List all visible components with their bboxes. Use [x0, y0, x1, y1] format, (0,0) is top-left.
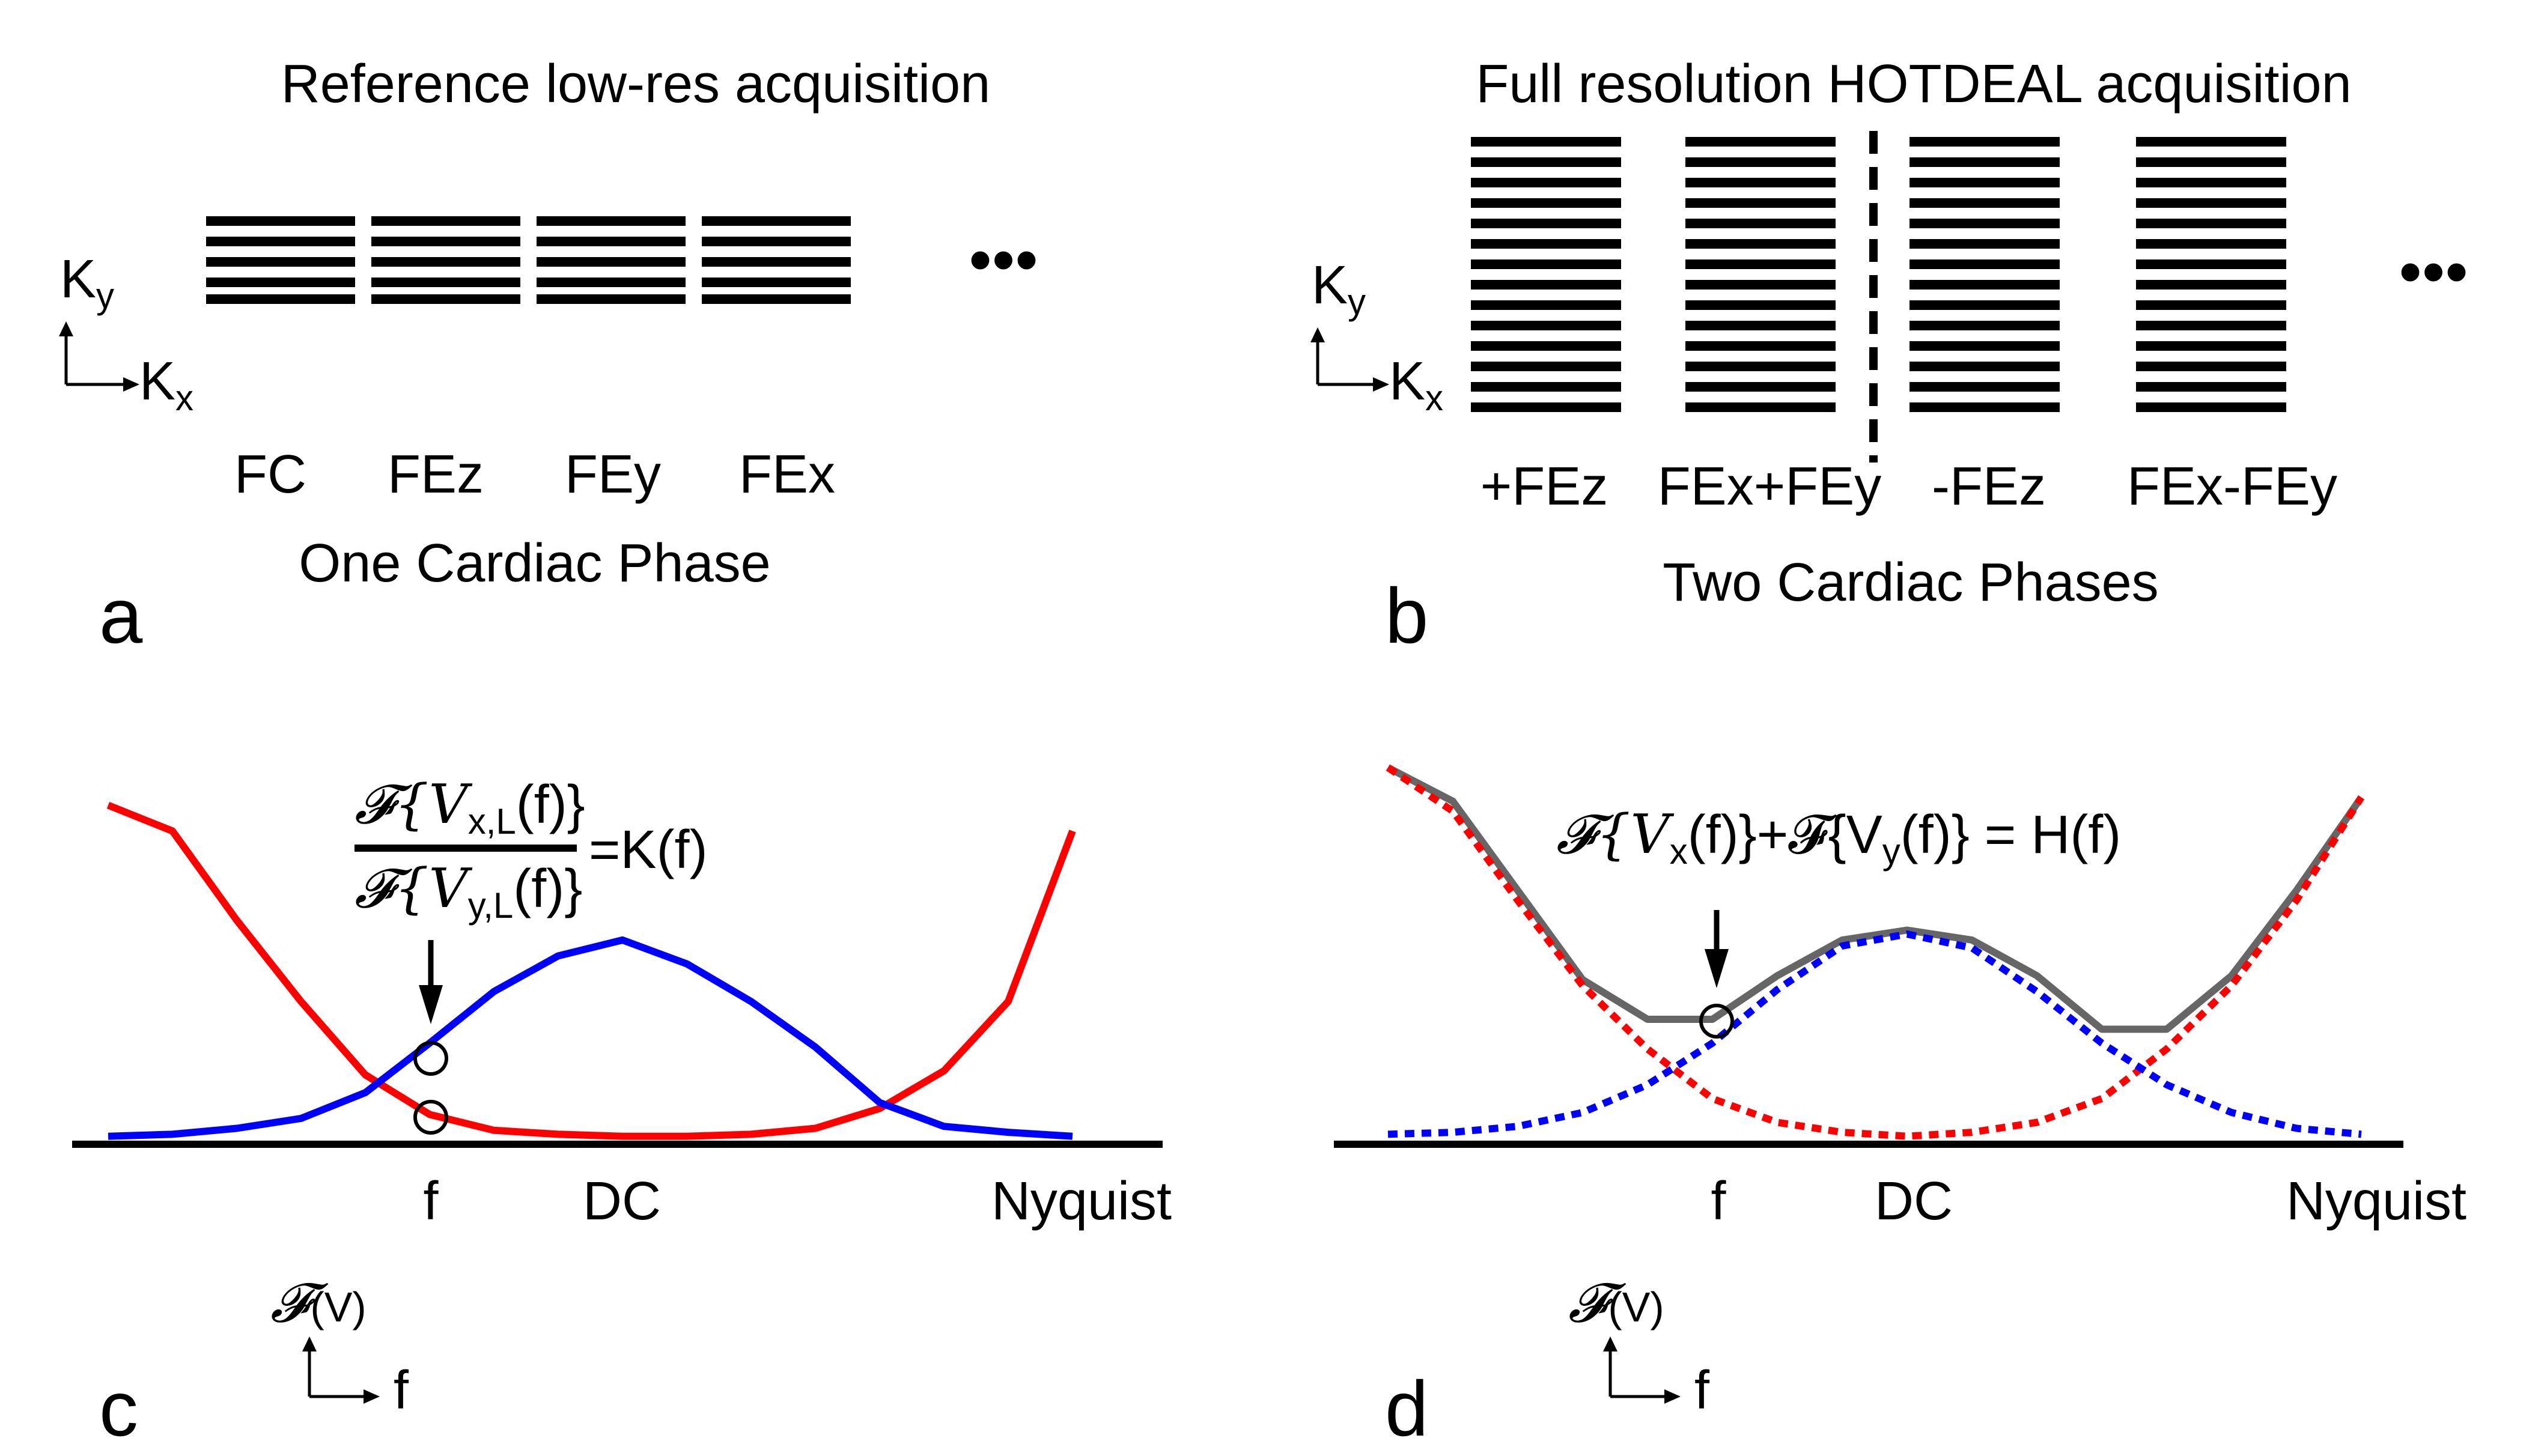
- x-tick-label: f: [1711, 1171, 1726, 1231]
- encoding-label: FEz: [388, 444, 484, 505]
- panel-a-kspace-axes: Ky Kx: [59, 249, 193, 418]
- encoding-label: FEy: [565, 444, 661, 505]
- panel-b-kspace-axes: Ky Kx: [1310, 255, 1443, 418]
- encoding-label: FC: [234, 444, 306, 505]
- kspace-block-fez: [371, 216, 520, 304]
- panel-a-caption: One Cardiac Phase: [299, 533, 770, 593]
- panel-a: Reference low-res acquisition: [59, 54, 1038, 660]
- formula-rhs: =K(f): [589, 820, 708, 880]
- encoding-label: +FEz: [1480, 457, 1608, 517]
- panel-d: 𝓕{Vx(f)}+𝓕{Vy(f)} = H(f) f DC Nyquist 𝓕(…: [1334, 764, 2466, 1452]
- kspace-block-fc: [206, 216, 355, 304]
- sample-marker: [1699, 1004, 1734, 1039]
- panel-b-kspace-blocks: [1471, 137, 2286, 412]
- panel-b-caption: Two Cardiac Phases: [1663, 553, 2158, 613]
- kspace-block-minus-fez: [1909, 137, 2060, 412]
- kspace-block-fex: [702, 216, 851, 304]
- panel-c-x-labels: f DC Nyquist: [423, 1171, 1172, 1231]
- down-arrow: [419, 940, 443, 1024]
- f-axis-label: f: [1694, 1360, 1710, 1421]
- kx-label: Kx: [139, 351, 193, 418]
- panel-d-plot: [1334, 764, 2403, 1148]
- panel-d-letter: d: [1385, 1365, 1428, 1452]
- panel-b-encoding-labels: +FEz FEx+FEy -FEz FEx-FEy: [1480, 457, 2337, 517]
- panel-a-ellipsis: •••: [969, 223, 1038, 297]
- ky-label: Ky: [60, 249, 114, 316]
- panel-a-title: Reference low-res acquisition: [281, 54, 991, 114]
- encoding-label: -FEz: [1932, 457, 2046, 517]
- panel-a-encoding-labels: FC FEz FEy FEx: [234, 444, 835, 505]
- red-dotted-curve: [1386, 764, 2365, 1140]
- f-axis-label: f: [394, 1360, 409, 1421]
- panel-c: 𝓕{Vx,L(f)} 𝓕{Vy,L(f)} =K(f) f DC Nyquist…: [72, 773, 1172, 1452]
- ky-label: Ky: [1312, 255, 1366, 322]
- kspace-block-fex-plus-fey: [1685, 137, 1836, 412]
- x-tick-label: Nyquist: [2286, 1171, 2466, 1231]
- panel-b-title: Full resolution HOTDEAL acquisition: [1476, 54, 2351, 114]
- sample-marker: [413, 1100, 448, 1135]
- x-tick-label: DC: [583, 1171, 661, 1231]
- blue-curve: [108, 936, 1073, 1140]
- svg-text:𝓕(V): 𝓕(V): [1568, 1272, 1664, 1335]
- panel-a-letter: a: [99, 572, 143, 660]
- formula-numerator: 𝓕{Vx,L(f)}: [355, 773, 585, 842]
- kx-label: Kx: [1389, 351, 1443, 418]
- panel-d-axes-legend: 𝓕(V) f: [1568, 1272, 1710, 1421]
- panel-c-plot: [72, 802, 1163, 1148]
- x-tick-label: Nyquist: [991, 1171, 1172, 1231]
- gray-sum-curve: [1386, 764, 2364, 1033]
- down-arrow: [1705, 910, 1729, 988]
- panel-c-axes-legend: 𝓕(V) f: [270, 1272, 409, 1421]
- panel-d-x-labels: f DC Nyquist: [1711, 1171, 2466, 1231]
- kspace-block-plus-fez: [1471, 137, 1621, 412]
- sum-formula: 𝓕{Vx(f)}+𝓕{Vy(f)} = H(f): [1556, 803, 2121, 872]
- ratio-formula: 𝓕{Vx,L(f)} 𝓕{Vy,L(f)} =K(f): [355, 773, 708, 926]
- svg-text:𝓕(V): 𝓕(V): [270, 1272, 367, 1335]
- sample-marker: [413, 1041, 448, 1076]
- panel-b-letter: b: [1385, 572, 1428, 660]
- encoding-label: FEx: [739, 444, 835, 505]
- x-tick-label: DC: [1875, 1171, 1953, 1231]
- encoding-label: FEx-FEy: [2127, 457, 2337, 517]
- panel-b-ellipsis: •••: [2399, 235, 2468, 309]
- formula-denominator: 𝓕{Vy,L(f)}: [355, 857, 582, 926]
- encoding-label: FEx+FEy: [1658, 457, 1882, 517]
- red-curve: [106, 802, 1076, 1140]
- blue-dotted-curve: [1387, 930, 2362, 1138]
- panel-c-letter: c: [99, 1365, 138, 1452]
- x-tick-label: f: [423, 1171, 439, 1231]
- panel-a-kspace-blocks: [206, 216, 851, 304]
- kspace-block-fex-minus-fey: [2136, 137, 2286, 412]
- kspace-block-fey: [537, 216, 686, 304]
- panel-b: Full resolution HOTDEAL acquisition: [1310, 54, 2468, 660]
